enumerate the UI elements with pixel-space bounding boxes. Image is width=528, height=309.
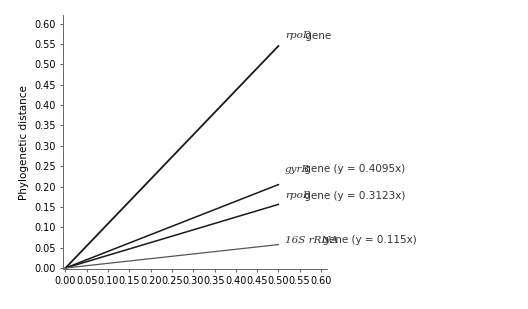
- Text: rpoD: rpoD: [285, 31, 311, 40]
- Y-axis label: Phylogenetic distance: Phylogenetic distance: [18, 85, 29, 200]
- Text: gene (y = 0.4095x): gene (y = 0.4095x): [301, 164, 405, 174]
- Text: gene: gene: [301, 31, 331, 41]
- Text: gene (y = 0.115x): gene (y = 0.115x): [319, 235, 417, 245]
- Text: gyrB: gyrB: [285, 164, 310, 174]
- Text: rpoB: rpoB: [285, 191, 310, 200]
- Text: gene (y = 0.3123x): gene (y = 0.3123x): [301, 191, 406, 201]
- Text: 16S rRNA: 16S rRNA: [285, 236, 338, 245]
